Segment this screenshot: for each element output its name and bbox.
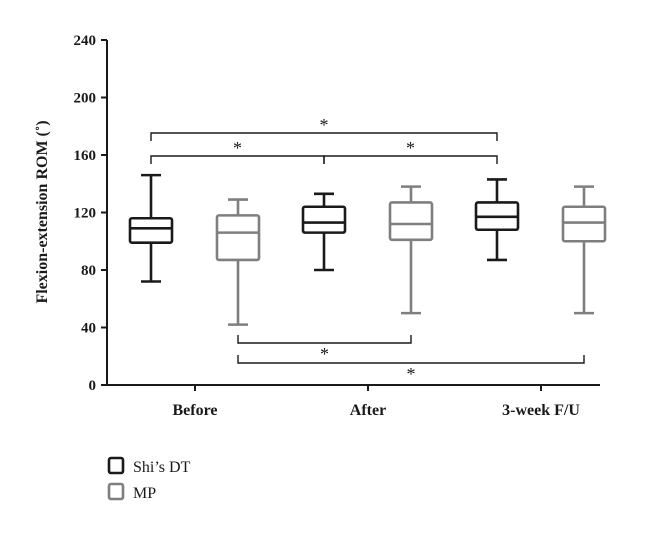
iqr-box — [388, 201, 434, 242]
significance-marker: * — [407, 364, 416, 384]
box-plot-item — [388, 185, 434, 315]
significance-marker: * — [320, 344, 329, 364]
y-axis-title: Flexion-extension ROM (˚) — [34, 120, 51, 303]
legend-label: Shi’s DT — [133, 459, 191, 476]
category-label: After — [350, 402, 386, 419]
iqr-box — [128, 216, 174, 244]
y-tick-label: 120 — [74, 206, 97, 222]
box-plot-item — [474, 178, 520, 262]
bracket-line — [237, 335, 412, 344]
y-ticks: 0 40 80 120 160 200 240 — [74, 33, 107, 394]
category-label: 3-week F/U — [502, 402, 580, 419]
legend-swatch — [107, 456, 125, 475]
bracket-line — [323, 155, 498, 164]
y-tick-label: 200 — [74, 91, 97, 107]
y-tick-label: 240 — [74, 33, 97, 49]
significance-bracket: * — [237, 355, 585, 384]
y-tick-label: 0 — [89, 378, 97, 394]
y-tick-label: 160 — [74, 148, 97, 164]
significance-brackets: * * * * * — [150, 115, 585, 384]
significance-bracket: * — [150, 138, 325, 164]
box-plot-item — [561, 185, 607, 315]
bracket-line — [150, 132, 498, 141]
significance-marker: * — [320, 115, 329, 135]
y-tick-label: 40 — [81, 321, 96, 337]
box-plot-item — [128, 173, 174, 283]
boxes — [128, 173, 607, 326]
box-plot-item — [215, 198, 261, 326]
axes — [106, 40, 600, 391]
category-labels: Before After 3-week F/U — [172, 402, 580, 419]
box-plot-item — [301, 192, 347, 272]
significance-marker: * — [406, 138, 415, 158]
iqr-box — [301, 205, 347, 234]
iqr-box — [215, 214, 261, 262]
iqr-box — [561, 205, 607, 243]
legend-label: MP — [133, 485, 156, 502]
legend-swatch — [107, 482, 125, 501]
category-label: Before — [172, 402, 217, 419]
significance-bracket: * — [237, 335, 412, 364]
significance-bracket: * — [323, 138, 498, 164]
significance-marker: * — [233, 138, 242, 158]
legend: Shi’s DT MP — [107, 456, 191, 502]
y-tick-label: 80 — [81, 263, 96, 279]
bracket-line — [237, 355, 585, 364]
significance-bracket: * — [150, 115, 498, 141]
